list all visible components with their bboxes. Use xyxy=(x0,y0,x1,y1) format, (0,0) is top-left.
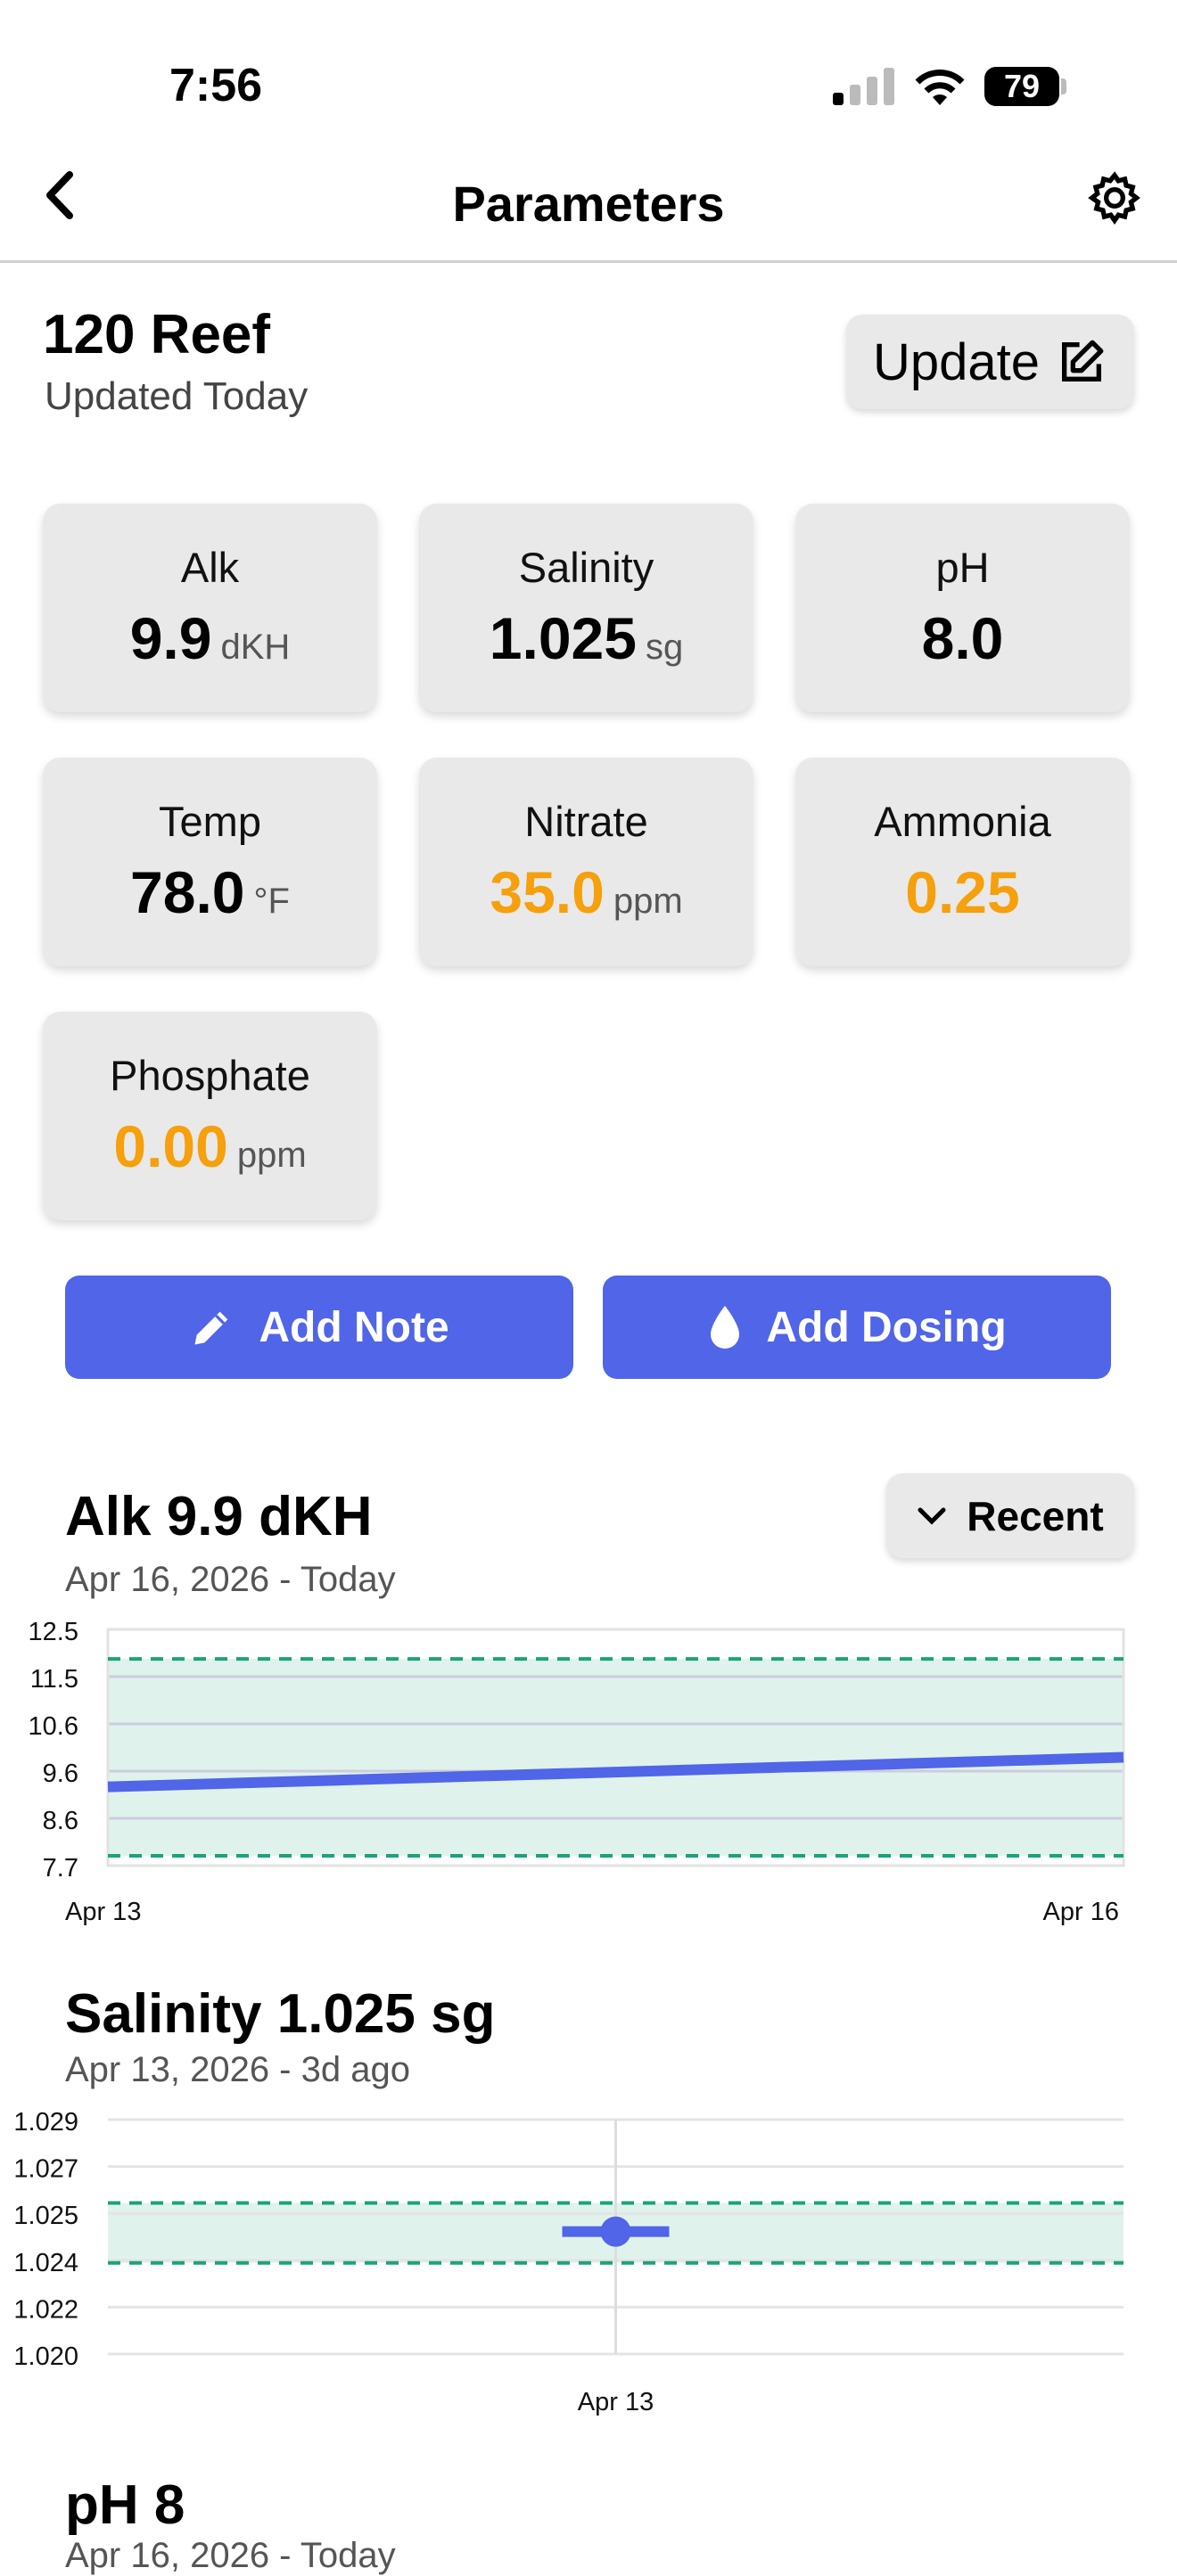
y-tick-label: 9.6 xyxy=(43,1760,78,1788)
add-note-button[interactable]: Add Note xyxy=(65,1276,573,1379)
param-unit: ppm xyxy=(236,1136,307,1175)
param-card-salinity[interactable]: Salinity 1.025 sg xyxy=(419,504,753,712)
y-tick-label: 1.025 xyxy=(13,2202,78,2230)
param-card-phosphate[interactable]: Phosphate 0.00 ppm xyxy=(43,1012,377,1220)
pencil-icon xyxy=(194,1311,228,1345)
param-value: 9.9 xyxy=(129,605,212,671)
x-tick-label: Apr 13 xyxy=(578,2388,654,2416)
droplet-icon xyxy=(711,1306,740,1349)
tank-name: 120 Reef xyxy=(43,304,271,365)
param-value: 0.00 xyxy=(113,1113,228,1179)
add-dosing-button[interactable]: Add Dosing xyxy=(603,1276,1111,1379)
param-unit: ppm xyxy=(613,882,683,921)
param-label: Nitrate xyxy=(524,798,648,845)
param-value: 8.0 xyxy=(921,605,1004,671)
y-tick-label: 1.029 xyxy=(13,2108,78,2137)
y-tick-label: 1.027 xyxy=(13,2155,78,2184)
y-tick-label: 1.020 xyxy=(13,2342,78,2371)
y-tick-label: 7.7 xyxy=(43,1854,78,1883)
nav-divider xyxy=(0,260,1177,263)
chevron-left-icon[interactable] xyxy=(43,171,78,219)
param-label: Salinity xyxy=(518,544,654,591)
param-card-temp[interactable]: Temp 78.0 °F xyxy=(43,758,377,966)
battery-cap xyxy=(1061,78,1066,94)
x-tick-label: Apr 13 xyxy=(65,1898,141,1926)
gear-icon[interactable] xyxy=(1086,169,1143,226)
plot-border xyxy=(106,1628,1125,1867)
salinity-chart: 1.029 1.027 1.025 1.024 1.022 1.020 Apr 13 xyxy=(13,2108,1124,2416)
chart-title: pH 8 xyxy=(65,2474,185,2536)
add-note-label: Add Note xyxy=(259,1303,449,1351)
y-tick-label: 1.022 xyxy=(13,2295,78,2324)
y-tick-label: 10.6 xyxy=(29,1712,78,1741)
y-tick-label: 11.5 xyxy=(30,1665,78,1694)
param-value: 78.0 xyxy=(130,859,245,925)
series-line xyxy=(107,1752,1124,1793)
chart-title: Alk 9.9 dKH xyxy=(65,1486,373,1547)
wifi-icon xyxy=(915,70,965,105)
edit-icon xyxy=(1062,340,1104,381)
param-card-nitrate[interactable]: Nitrate 35.0 ppm xyxy=(419,758,753,966)
y-tick-label: 8.6 xyxy=(43,1807,78,1835)
cellular-signal-icon xyxy=(833,68,894,105)
page-title: Parameters xyxy=(452,176,725,232)
range-label: Recent xyxy=(967,1492,1104,1539)
updated-text: Updated Today xyxy=(45,374,309,418)
param-value: 1.025 xyxy=(489,605,637,671)
param-card-ph[interactable]: pH 8.0 xyxy=(795,504,1130,712)
range-dropdown[interactable]: Recent xyxy=(886,1473,1134,1558)
update-label: Update xyxy=(872,332,1041,391)
param-value: 35.0 xyxy=(490,859,605,925)
alk-chart: 12.5 11.5 10.6 9.6 8.6 7.7 Apr 13 Apr 16 xyxy=(29,1618,1125,1926)
x-tick-label: Apr 16 xyxy=(1043,1898,1119,1926)
param-label: Phosphate xyxy=(110,1052,310,1099)
param-label: Temp xyxy=(159,798,261,845)
chart-subtitle: Apr 16, 2026 - Today xyxy=(65,1560,396,1599)
param-unit: dKH xyxy=(220,628,291,667)
param-unit: sg xyxy=(645,628,684,667)
chart-title: Salinity 1.025 sg xyxy=(65,1983,496,2045)
chevron-down-icon xyxy=(918,1507,946,1525)
param-label: Alk xyxy=(180,544,240,591)
param-value: 0.25 xyxy=(905,859,1020,925)
y-tick-label: 1.024 xyxy=(13,2249,78,2277)
param-unit: °F xyxy=(253,882,290,921)
param-card-alk[interactable]: Alk 9.9 dKH xyxy=(43,504,377,712)
add-dosing-label: Add Dosing xyxy=(766,1303,1007,1351)
param-label: Ammonia xyxy=(874,798,1051,845)
param-label: pH xyxy=(935,544,990,591)
update-button[interactable]: Update xyxy=(846,315,1134,409)
y-tick-label: 12.5 xyxy=(29,1618,78,1646)
data-point xyxy=(600,2216,631,2247)
param-card-ammonia[interactable]: Ammonia 0.25 xyxy=(795,758,1130,966)
status-time: 7:56 xyxy=(169,60,263,111)
battery-indicator: 79 xyxy=(984,67,1059,106)
chart-subtitle: Apr 13, 2026 - 3d ago xyxy=(65,2050,410,2089)
